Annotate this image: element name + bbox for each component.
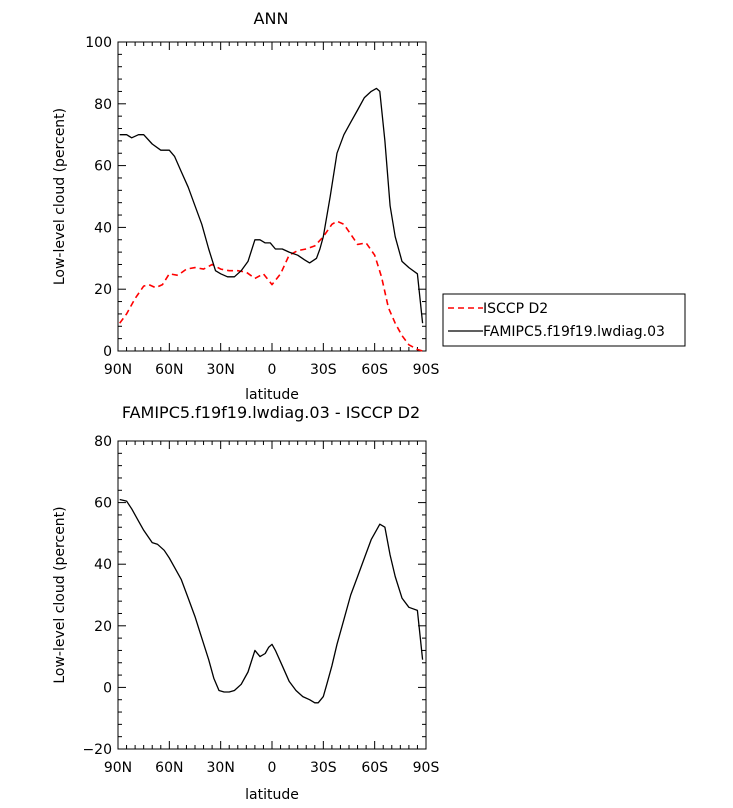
bottom-chart-title: FAMIPC5.f19f19.lwdiag.03 - ISCCP D2 xyxy=(122,403,420,422)
top-y-axis-label: Low-level cloud (percent) xyxy=(52,108,68,285)
y-tick-label: 40 xyxy=(94,557,112,573)
series-line-famipc5-f19f19-lwdiag-03 xyxy=(119,87,424,324)
top-tick-marks xyxy=(117,41,427,352)
y-tick-label: 0 xyxy=(103,680,112,696)
bottom-tick-marks xyxy=(117,440,427,750)
x-tick-label: 60N xyxy=(155,760,183,776)
x-tick-label: 60N xyxy=(155,362,183,378)
bottom-x-tick-labels: 90N 60N 30N 0 30S 60S 90S xyxy=(104,760,440,776)
y-tick-label: 80 xyxy=(94,97,112,113)
y-tick-label: 0 xyxy=(103,344,112,360)
y-tick-label: 40 xyxy=(94,220,112,236)
y-tick-label: 60 xyxy=(94,496,112,512)
bottom-panel: FAMIPC5.f19f19.lwdiag.03 - ISCCP D2 −20 0… xyxy=(52,403,439,803)
y-tick-label: 60 xyxy=(94,159,112,175)
bottom-y-axis-label: Low-level cloud (percent) xyxy=(52,506,68,683)
x-tick-label: 0 xyxy=(268,760,277,776)
legend-label-model: FAMIPC5.f19f19.lwdiag.03 xyxy=(483,324,665,340)
x-tick-label: 90S xyxy=(413,362,440,378)
legend-box xyxy=(442,293,686,347)
top-chart-title: ANN xyxy=(254,9,289,28)
x-tick-label: 60S xyxy=(361,760,388,776)
x-tick-label: 90N xyxy=(104,362,132,378)
top-series-group xyxy=(119,87,424,352)
x-tick-label: 30N xyxy=(207,760,235,776)
x-tick-label: 0 xyxy=(268,362,277,378)
top-x-axis-label: latitude xyxy=(245,387,299,403)
y-tick-label: 20 xyxy=(94,619,112,635)
bottom-y-tick-labels: −20 0 20 40 60 80 xyxy=(82,434,112,758)
bottom-x-axis-label: latitude xyxy=(245,787,299,803)
y-tick-label: 80 xyxy=(94,434,112,450)
x-tick-label: 30S xyxy=(310,760,337,776)
x-tick-label: 90N xyxy=(104,760,132,776)
top-plot-frame xyxy=(117,41,427,352)
series-line-isccp-d2 xyxy=(119,220,423,352)
x-tick-label: 30N xyxy=(207,362,235,378)
y-tick-label: 100 xyxy=(85,35,112,51)
y-tick-label: 20 xyxy=(94,282,112,298)
top-x-tick-labels: 90N 60N 30N 0 30S 60S 90S xyxy=(104,362,440,378)
x-tick-label: 90S xyxy=(413,760,440,776)
top-panel: ANN 0 20 40 60 80 100 90N 60N 30N 0 30S 60S 90S Low… xyxy=(52,9,439,403)
bottom-series-group xyxy=(119,498,424,704)
legend-label-isccp: ISCCP D2 xyxy=(483,301,548,317)
x-tick-label: 60S xyxy=(361,362,388,378)
series-line-difference xyxy=(119,498,424,704)
y-tick-label: −20 xyxy=(82,742,112,758)
legend: ISCCP D2 FAMIPC5.f19f19.lwdiag.03 xyxy=(442,293,686,347)
bottom-plot-frame xyxy=(117,440,427,750)
x-tick-label: 30S xyxy=(310,362,337,378)
top-y-tick-labels: 0 20 40 60 80 100 xyxy=(85,35,112,360)
